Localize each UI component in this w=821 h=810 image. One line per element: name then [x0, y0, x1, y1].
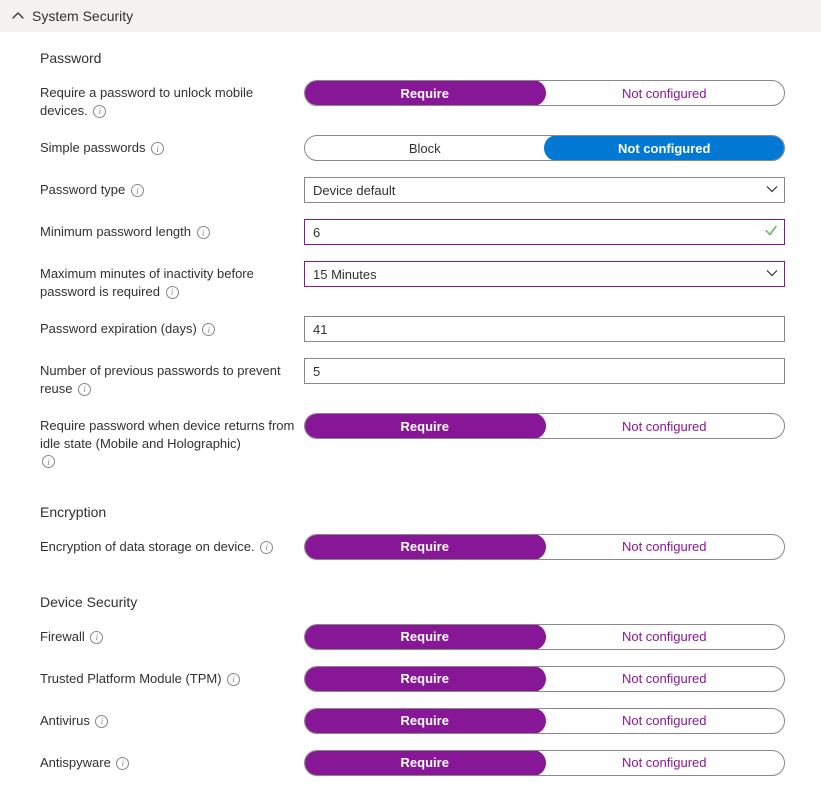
chevron-down-icon — [766, 183, 778, 198]
group-title-device-security: Device Security — [40, 594, 785, 610]
info-icon[interactable]: i — [202, 323, 215, 336]
toggle-require-idle-return[interactable]: Require Not configured — [304, 413, 785, 439]
input-value: 5 — [313, 364, 320, 379]
toggle-option-not-configured[interactable]: Not configured — [545, 414, 785, 438]
label: Require a password to unlock mobile devi… — [40, 80, 296, 119]
toggle-option-require[interactable]: Require — [304, 534, 546, 560]
section-header[interactable]: System Security — [0, 0, 821, 32]
info-icon[interactable]: i — [166, 286, 179, 299]
row-antispyware: Antispyware i Require Not configured — [40, 750, 785, 776]
select-password-type[interactable]: Device default — [304, 177, 785, 203]
info-icon[interactable]: i — [78, 383, 91, 396]
toggle-option-not-configured[interactable]: Not configured — [545, 709, 785, 733]
info-icon[interactable]: i — [93, 105, 106, 118]
row-prev-passwords: Number of previous passwords to prevent … — [40, 358, 785, 397]
toggle-option-require[interactable]: Require — [304, 413, 546, 439]
label-text: Number of previous passwords to prevent … — [40, 363, 281, 396]
label: Trusted Platform Module (TPM) i — [40, 666, 296, 688]
select-value: Device default — [313, 183, 395, 198]
toggle-option-not-configured[interactable]: Not configured — [545, 625, 785, 649]
info-icon[interactable]: i — [260, 541, 273, 554]
chevron-up-icon — [12, 10, 24, 22]
label-text: Maximum minutes of inactivity before pas… — [40, 266, 254, 299]
select-max-inactivity[interactable]: 15 Minutes — [304, 261, 785, 287]
input-password-expiration[interactable]: 41 — [304, 316, 785, 342]
toggle-simple-passwords[interactable]: Block Not configured — [304, 135, 785, 161]
info-icon[interactable]: i — [90, 631, 103, 644]
input-value: 6 — [313, 225, 320, 240]
label-text: Encryption of data storage on device. — [40, 539, 255, 554]
label-text: Antivirus — [40, 713, 90, 728]
label-text: Trusted Platform Module (TPM) — [40, 671, 222, 686]
row-max-inactivity: Maximum minutes of inactivity before pas… — [40, 261, 785, 300]
label: Require password when device returns fro… — [40, 413, 296, 470]
section-content: Password Require a password to unlock mo… — [0, 32, 821, 810]
chevron-down-icon — [766, 267, 778, 282]
label-text: Password expiration (days) — [40, 321, 197, 336]
row-password-type: Password type i Device default — [40, 177, 785, 203]
row-require-idle-return: Require password when device returns fro… — [40, 413, 785, 470]
toggle-encryption-storage[interactable]: Require Not configured — [304, 534, 785, 560]
label: Encryption of data storage on device. i — [40, 534, 296, 556]
info-icon[interactable]: i — [95, 715, 108, 728]
label-text: Require password when device returns fro… — [40, 418, 294, 451]
info-icon[interactable]: i — [116, 757, 129, 770]
select-value: 15 Minutes — [313, 267, 377, 282]
toggle-option-not-configured[interactable]: Not configured — [545, 751, 785, 775]
toggle-option-not-configured[interactable]: Not configured — [544, 135, 786, 161]
label: Antispyware i — [40, 750, 296, 772]
row-simple-passwords: Simple passwords i Block Not configured — [40, 135, 785, 161]
group-title-password: Password — [40, 50, 785, 66]
input-prev-passwords[interactable]: 5 — [304, 358, 785, 384]
toggle-option-not-configured[interactable]: Not configured — [545, 81, 785, 105]
toggle-option-not-configured[interactable]: Not configured — [545, 667, 785, 691]
label-text: Password type — [40, 182, 125, 197]
toggle-option-require[interactable]: Require — [304, 708, 546, 734]
toggle-option-require[interactable]: Require — [304, 750, 546, 776]
toggle-antispyware[interactable]: Require Not configured — [304, 750, 785, 776]
toggle-option-require[interactable]: Require — [304, 624, 546, 650]
label-text: Firewall — [40, 629, 85, 644]
row-firewall: Firewall i Require Not configured — [40, 624, 785, 650]
toggle-option-require[interactable]: Require — [304, 80, 546, 106]
group-title-encryption: Encryption — [40, 504, 785, 520]
row-antivirus: Antivirus i Require Not configured — [40, 708, 785, 734]
row-password-expiration: Password expiration (days) i 41 — [40, 316, 785, 342]
row-min-password-length: Minimum password length i 6 — [40, 219, 785, 245]
info-icon[interactable]: i — [131, 184, 144, 197]
label-text: Minimum password length — [40, 224, 191, 239]
info-icon[interactable]: i — [197, 226, 210, 239]
toggle-tpm[interactable]: Require Not configured — [304, 666, 785, 692]
checkmark-icon — [764, 224, 778, 241]
info-icon[interactable]: i — [227, 673, 240, 686]
toggle-require-password-unlock[interactable]: Require Not configured — [304, 80, 785, 106]
input-min-password-length[interactable]: 6 — [304, 219, 785, 245]
toggle-firewall[interactable]: Require Not configured — [304, 624, 785, 650]
label: Maximum minutes of inactivity before pas… — [40, 261, 296, 300]
row-tpm: Trusted Platform Module (TPM) i Require … — [40, 666, 785, 692]
info-icon[interactable]: i — [42, 455, 55, 468]
label-text: Antispyware — [40, 755, 111, 770]
label: Password expiration (days) i — [40, 316, 296, 338]
toggle-option-require[interactable]: Require — [304, 666, 546, 692]
label: Firewall i — [40, 624, 296, 646]
toggle-antivirus[interactable]: Require Not configured — [304, 708, 785, 734]
label-text: Require a password to unlock mobile devi… — [40, 85, 253, 118]
toggle-option-block[interactable]: Block — [305, 136, 545, 160]
label: Minimum password length i — [40, 219, 296, 241]
row-encryption-storage: Encryption of data storage on device. i … — [40, 534, 785, 560]
row-require-password-unlock: Require a password to unlock mobile devi… — [40, 80, 785, 119]
label: Password type i — [40, 177, 296, 199]
info-icon[interactable]: i — [151, 142, 164, 155]
label: Antivirus i — [40, 708, 296, 730]
label-text: Simple passwords — [40, 140, 146, 155]
label: Simple passwords i — [40, 135, 296, 157]
section-title: System Security — [32, 8, 133, 24]
toggle-option-not-configured[interactable]: Not configured — [545, 535, 785, 559]
input-value: 41 — [313, 322, 327, 337]
label: Number of previous passwords to prevent … — [40, 358, 296, 397]
